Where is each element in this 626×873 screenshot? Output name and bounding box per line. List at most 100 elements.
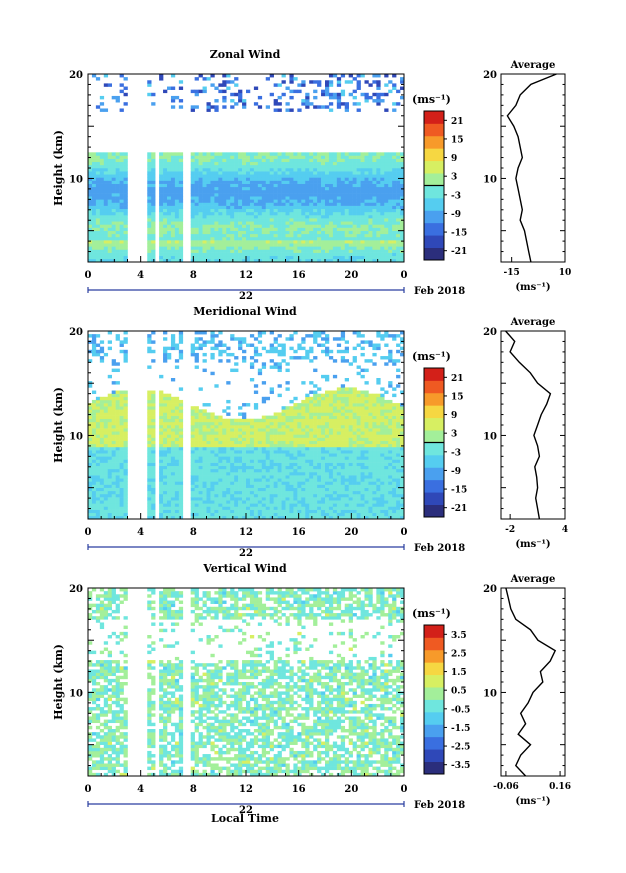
heat-cell [297,415,302,420]
heat-cell [257,459,263,463]
heat-cell [95,155,101,159]
heat-cell [273,227,278,231]
heat-cell [178,434,184,438]
heat-cell [293,462,298,467]
heat-cell [253,506,259,510]
heat-cell [265,509,270,514]
heat-cell [194,233,199,238]
heat-cell [257,352,263,357]
heat-cell [376,80,381,84]
colorbar-swatch [424,222,444,236]
heat-cell [238,343,243,347]
heat-cell [222,349,227,354]
heat-cell [340,224,346,228]
heat-cell [174,233,180,238]
heat-cell [313,177,318,181]
heat-cell [238,418,243,423]
heat-cell [147,334,152,338]
heat-cell [325,230,330,235]
heat-cell [297,230,302,235]
heat-cell [352,211,357,216]
heat-cell [277,193,282,197]
heat-cell [198,230,203,235]
heat-cell [163,487,168,492]
heat-cell [348,177,353,181]
heat-cell [178,497,184,501]
heat-cell [230,352,235,357]
heat-cell [119,246,124,250]
heat-cell [202,415,207,420]
heat-cell [178,478,184,482]
heat-cell [210,177,215,181]
heat-cell [222,186,227,191]
heat-cell [206,215,211,219]
heat-cell [206,403,211,407]
heat-cell [147,196,152,200]
heat-cell [340,208,346,213]
heat-cell [190,484,195,488]
heat-cell [301,218,306,222]
heat-cell [107,155,112,159]
heat-cell [285,440,290,445]
heat-cell [261,346,267,351]
heat-cell [210,252,215,257]
heat-cell [159,515,164,520]
heat-cell [174,186,180,191]
heat-cell [194,478,199,482]
heat-cell [214,189,219,194]
heat-cell [103,450,109,454]
heat-cell [178,506,184,510]
heat-cell [167,478,172,482]
heat-cell [242,230,247,235]
heat-cell [305,437,310,441]
heat-cell [376,252,381,257]
heat-cell [368,164,373,169]
heat-cell [210,440,215,445]
heat-cell [226,440,231,445]
heat-cell [99,193,105,197]
heat-cell [273,362,278,366]
heat-cell [277,218,282,222]
heat-cell [364,221,369,225]
heat-cell [103,174,109,178]
heat-cell [115,189,120,194]
heat-cell [242,359,247,363]
heat-cell [214,218,219,222]
heat-cell [246,512,251,517]
heat-cell [269,481,274,485]
heat-cell [364,161,369,166]
heat-cell [392,152,397,156]
heat-cell [202,453,207,457]
heat-cell [147,412,152,416]
heat-cell [167,403,172,407]
heat-cell [313,221,318,225]
heat-cell [222,99,227,103]
heat-cell [388,243,393,247]
heat-cell [400,158,405,163]
heat-cell [384,215,389,219]
heat-cell [285,246,290,250]
heat-cell [285,465,290,470]
heat-cell [340,164,346,169]
heat-cell [222,490,227,495]
heat-cell [226,446,231,451]
heat-cell [328,183,334,188]
heat-cell [392,83,397,87]
heat-cell [392,74,397,78]
heat-cell [170,205,176,210]
heat-cell [285,218,290,222]
heat-cell [257,252,263,257]
heat-cell [249,509,255,514]
heat-cell [119,509,124,514]
heat-cell [269,202,274,206]
heat-cell [147,227,152,231]
heat-cell [226,196,231,200]
heat-cell [309,218,314,222]
heat-cell [376,230,381,235]
colorbar-tick-label: -3 [451,191,461,201]
heat-cell [301,462,306,467]
heat-cell [206,230,211,235]
heat-cell [281,215,286,219]
heat-cell [313,475,318,479]
heat-cell [289,428,294,432]
